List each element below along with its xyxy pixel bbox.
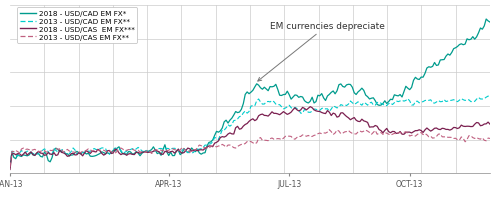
Legend: 2018 - USD/CAD EM FX*, 2013 - USD/CAD EM FX**, 2018 - USD/CAS  EM FX***, 2013 - : 2018 - USD/CAD EM FX*, 2013 - USD/CAD EM… [17,8,138,43]
Text: EM currencies depreciate: EM currencies depreciate [258,22,385,82]
